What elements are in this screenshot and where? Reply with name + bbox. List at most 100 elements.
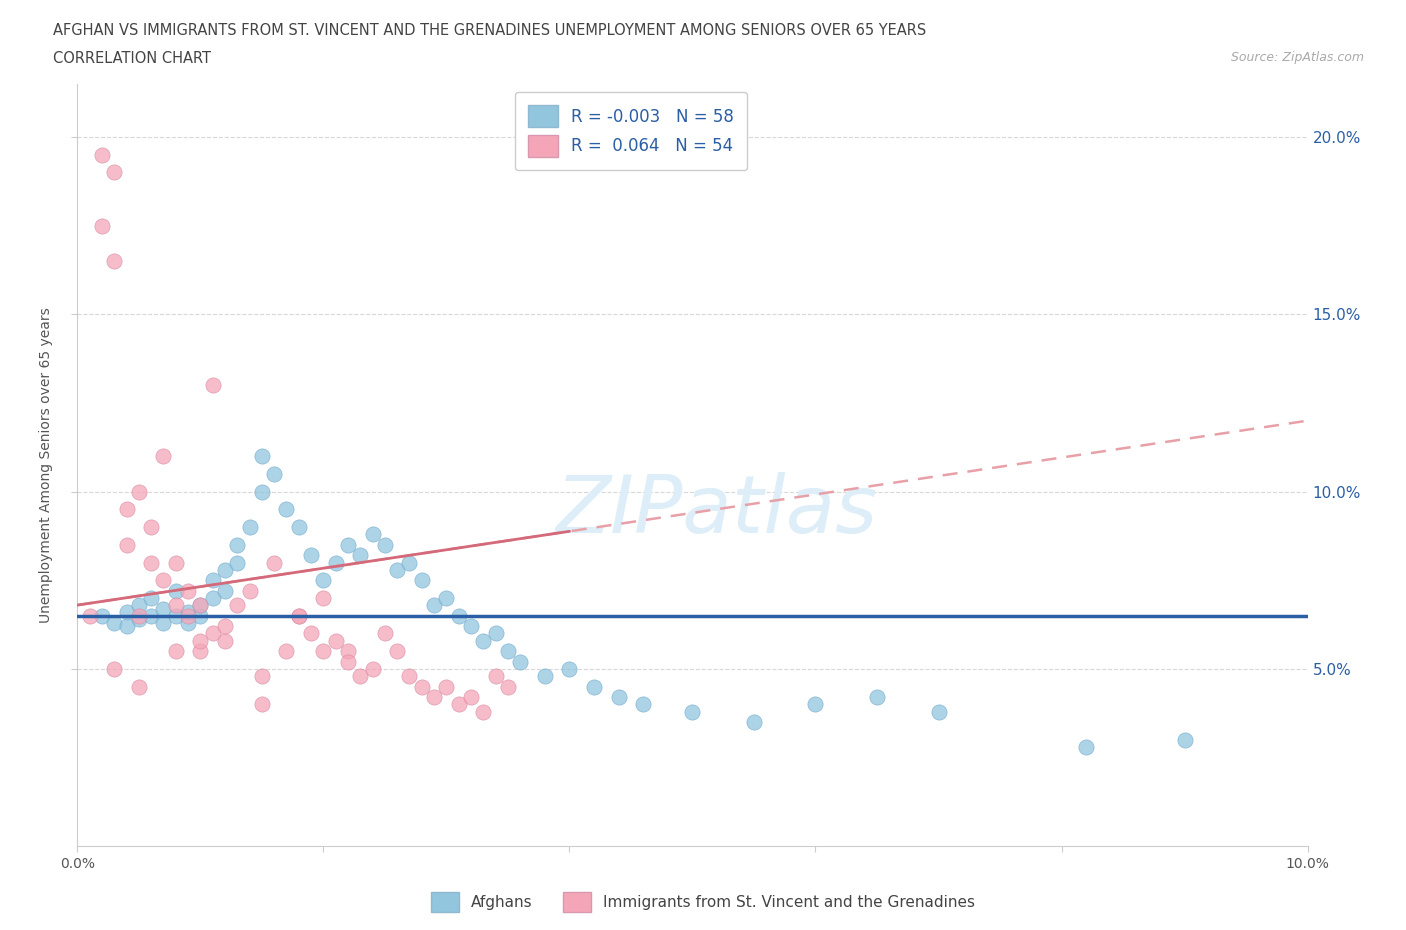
Point <box>288 608 311 623</box>
Point <box>496 644 519 658</box>
Point <box>188 644 212 658</box>
Point <box>447 697 470 711</box>
Point <box>165 598 187 613</box>
Point <box>90 608 114 623</box>
Point <box>411 679 433 694</box>
Point <box>423 690 446 705</box>
Point <box>141 555 163 570</box>
Point <box>804 697 827 711</box>
Point <box>558 661 581 676</box>
Point <box>165 644 187 658</box>
Point <box>485 669 508 684</box>
Point <box>398 555 420 570</box>
Point <box>115 538 138 552</box>
Point <box>361 526 384 541</box>
Point <box>633 697 655 711</box>
Point <box>337 655 360 670</box>
Point <box>928 704 950 719</box>
Point <box>460 690 482 705</box>
Point <box>263 467 285 482</box>
Point <box>226 538 249 552</box>
Point <box>312 573 335 588</box>
Point <box>214 563 236 578</box>
Point <box>165 555 187 570</box>
Point <box>90 147 114 162</box>
Point <box>496 679 519 694</box>
Point <box>177 604 200 619</box>
Y-axis label: Unemployment Among Seniors over 65 years: Unemployment Among Seniors over 65 years <box>39 307 53 623</box>
Point <box>472 704 495 719</box>
Point <box>423 598 446 613</box>
Point <box>337 538 360 552</box>
Point <box>115 619 138 634</box>
Point <box>250 669 273 684</box>
Point <box>361 661 384 676</box>
Point <box>239 583 262 598</box>
Text: AFGHAN VS IMMIGRANTS FROM ST. VINCENT AND THE GRENADINES UNEMPLOYMENT AMONG SENI: AFGHAN VS IMMIGRANTS FROM ST. VINCENT AN… <box>53 23 927 38</box>
Point <box>103 661 125 676</box>
Point <box>288 608 311 623</box>
Point <box>866 690 889 705</box>
Legend: Afghans, Immigrants from St. Vincent and the Grenadines: Afghans, Immigrants from St. Vincent and… <box>425 886 981 918</box>
Point <box>607 690 630 705</box>
Point <box>250 697 273 711</box>
Point <box>152 616 174 631</box>
Point <box>177 583 200 598</box>
Point <box>325 633 347 648</box>
Point <box>152 448 174 463</box>
Point <box>103 165 125 179</box>
Point <box>349 669 371 684</box>
Point <box>682 704 704 719</box>
Point <box>337 644 360 658</box>
Point <box>411 573 433 588</box>
Point <box>188 608 212 623</box>
Point <box>103 254 125 269</box>
Point <box>276 502 298 517</box>
Text: CORRELATION CHART: CORRELATION CHART <box>53 51 211 66</box>
Point <box>583 679 606 694</box>
Point <box>79 608 101 623</box>
Point <box>312 644 335 658</box>
Point <box>460 619 482 634</box>
Point <box>165 608 187 623</box>
Point <box>152 573 174 588</box>
Point <box>385 563 409 578</box>
Point <box>436 679 458 694</box>
Point <box>288 520 311 535</box>
Point <box>201 591 224 605</box>
Point <box>177 608 200 623</box>
Point <box>90 219 114 233</box>
Point <box>128 679 150 694</box>
Point <box>534 669 557 684</box>
Point <box>299 548 322 563</box>
Point <box>374 626 396 641</box>
Point <box>385 644 409 658</box>
Text: ZIPatlas: ZIPatlas <box>555 472 879 550</box>
Point <box>250 448 273 463</box>
Point <box>1076 739 1098 754</box>
Point <box>141 608 163 623</box>
Point <box>201 378 224 392</box>
Point <box>165 583 187 598</box>
Point <box>1174 733 1197 748</box>
Point <box>349 548 371 563</box>
Point <box>472 633 495 648</box>
Text: Source: ZipAtlas.com: Source: ZipAtlas.com <box>1230 51 1364 64</box>
Legend: R = -0.003   N = 58, R =  0.064   N = 54: R = -0.003 N = 58, R = 0.064 N = 54 <box>515 92 748 170</box>
Point <box>141 520 163 535</box>
Point <box>447 608 470 623</box>
Point <box>214 619 236 634</box>
Point <box>436 591 458 605</box>
Point <box>226 598 249 613</box>
Point <box>201 626 224 641</box>
Point <box>214 583 236 598</box>
Point <box>177 616 200 631</box>
Point <box>276 644 298 658</box>
Point <box>239 520 262 535</box>
Point <box>374 538 396 552</box>
Point <box>312 591 335 605</box>
Point <box>115 502 138 517</box>
Point <box>115 604 138 619</box>
Point <box>188 598 212 613</box>
Point <box>103 616 125 631</box>
